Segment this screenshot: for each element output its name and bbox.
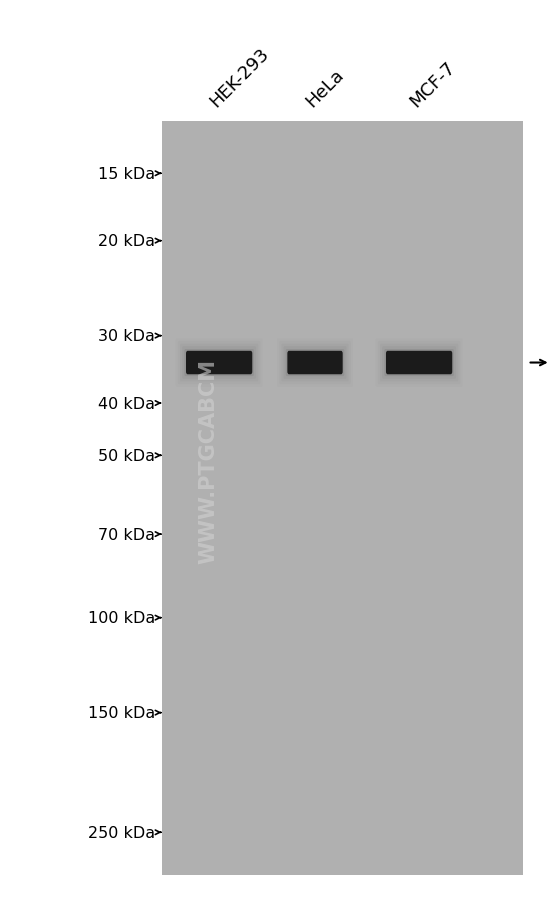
FancyBboxPatch shape [186, 352, 252, 375]
FancyBboxPatch shape [287, 352, 343, 375]
Text: HeLa: HeLa [302, 66, 348, 111]
Text: 20 kDa: 20 kDa [98, 234, 161, 249]
FancyBboxPatch shape [285, 350, 344, 377]
FancyBboxPatch shape [384, 350, 454, 377]
Text: 250 kDa: 250 kDa [88, 824, 161, 840]
Text: 40 kDa: 40 kDa [98, 396, 161, 411]
Text: 70 kDa: 70 kDa [98, 527, 161, 542]
Text: HEK-293: HEK-293 [206, 45, 273, 111]
Text: 150 kDa: 150 kDa [88, 705, 161, 721]
FancyBboxPatch shape [184, 350, 254, 377]
Text: 50 kDa: 50 kDa [98, 448, 161, 464]
Text: 15 kDa: 15 kDa [98, 167, 161, 181]
Bar [162, 122, 523, 875]
Text: 100 kDa: 100 kDa [88, 611, 161, 625]
FancyBboxPatch shape [386, 352, 452, 375]
Text: WWW.PTGCABCM: WWW.PTGCABCM [199, 358, 219, 563]
Text: 30 kDa: 30 kDa [98, 328, 161, 344]
Text: MCF-7: MCF-7 [406, 59, 459, 111]
